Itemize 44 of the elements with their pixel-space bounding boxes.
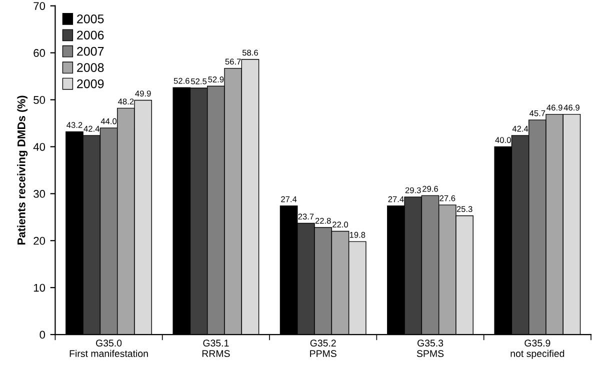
data-label: 19.8 (350, 232, 366, 238)
x-tick-label: G35.1 RRMS (202, 340, 230, 358)
data-label: 46.9 (546, 104, 562, 111)
data-label: 25.3 (456, 206, 472, 212)
x-tick-label: G35.3 SPMS (416, 340, 444, 358)
legend-label: 2007 (77, 46, 104, 56)
data-label: 48.2 (118, 98, 134, 104)
data-label: 27.4 (388, 196, 404, 202)
x-tick-label: G35.0 First manifestation (70, 340, 148, 358)
y-tick-label: 60 (34, 49, 46, 57)
legend-label: 2009 (77, 79, 104, 88)
x-tick-label: G35.2 PPMS (310, 340, 336, 358)
y-tick-label: 70 (34, 2, 46, 10)
y-tick-label: 40 (33, 142, 46, 151)
data-label: 22.0 (332, 222, 348, 228)
data-label: 29.3 (405, 187, 421, 194)
data-label: 46.9 (564, 104, 580, 111)
data-label: 52.6 (174, 78, 190, 84)
data-label: 42.4 (84, 126, 100, 132)
legend-label: 2008 (77, 63, 104, 72)
data-label: 52.9 (208, 76, 224, 82)
data-label: 44.0 (100, 118, 117, 124)
y-tick-label: 10 (34, 284, 46, 292)
y-tick-label: 30 (34, 190, 46, 198)
legend-label: 2005 (77, 14, 104, 24)
data-label: 56.7 (225, 58, 241, 65)
data-label: 22.8 (315, 218, 331, 224)
data-label: 42.4 (512, 126, 528, 132)
x-tick-label: G35.9 not specified (510, 340, 564, 359)
data-label: 45.7 (530, 110, 546, 116)
data-label: 40.0 (495, 137, 511, 143)
y-tick-label: 50 (34, 96, 46, 104)
data-label: 27.4 (281, 196, 297, 202)
data-label: 23.7 (298, 214, 314, 220)
y-tick-label: 20 (34, 236, 46, 245)
data-label: 43.2 (66, 122, 82, 128)
data-label: 29.6 (422, 186, 438, 192)
data-label: 52.5 (191, 78, 207, 84)
data-label: 58.6 (242, 50, 258, 56)
y-axis-title: Patients receiving DMDs (%) (17, 96, 28, 244)
legend-label: 2006 (77, 30, 104, 40)
data-label: 49.9 (135, 90, 151, 96)
data-label: 27.6 (440, 195, 456, 202)
y-tick-label: 0 (40, 330, 46, 339)
